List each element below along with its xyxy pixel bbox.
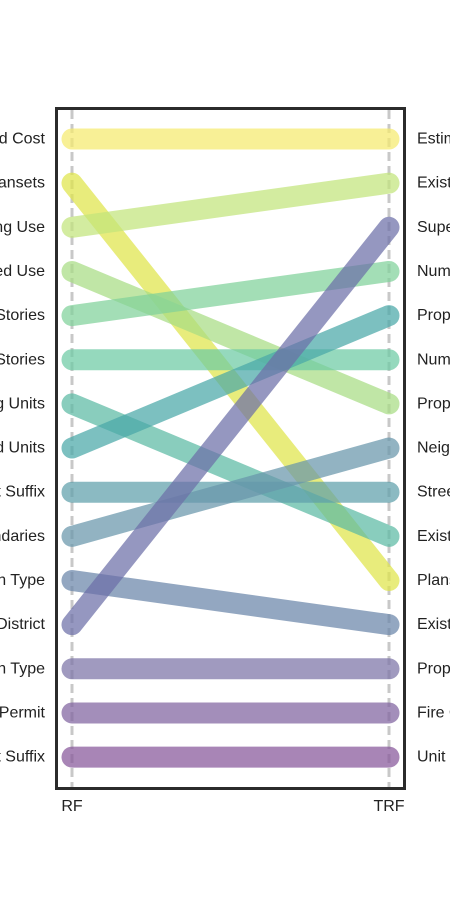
left-label-1: Estimated Cost — [0, 131, 46, 148]
right-label-2: Existing Use — [417, 175, 450, 192]
rank-line-11 — [61, 570, 400, 636]
left-label-10: Neighborhoods - Analysis Boundaries — [0, 528, 45, 545]
rank-line-10 — [61, 437, 400, 547]
left-label-5: Number of Existing Stories — [0, 307, 45, 324]
rank-line-12 — [61, 216, 400, 636]
rank-line-3 — [61, 172, 400, 238]
left-label-11: Existing Construction Type — [0, 572, 45, 589]
right-label-7: Proposed Use — [417, 395, 450, 412]
rank-line-4 — [61, 260, 400, 415]
left-label-4: Proposed Use — [0, 263, 45, 280]
right-label-5: Proposed Units — [417, 307, 450, 324]
left-label-13: Proposed Construction Type — [0, 660, 45, 677]
right-label-10: Existing Units — [417, 528, 450, 545]
right-label-8: Neighborhoods - Analysis Boundaries — [417, 440, 450, 457]
plot-frame — [55, 107, 406, 790]
left-labels: Estimated Cost Plansets Existing Use Propos… — [0, 131, 46, 766]
right-label-13: Proposed Construction Type — [417, 660, 450, 677]
right-label-11: Plansets — [417, 572, 450, 589]
rank-lines — [61, 128, 400, 768]
left-label-15: Unit Suffix — [0, 749, 45, 766]
left-label-7: Existing Units — [0, 395, 45, 412]
left-label-8: Proposed Units — [0, 440, 45, 457]
left-label-9: Street Suffix — [0, 484, 45, 501]
right-labels: Estimated Cost Existing Use Supervisor Dis… — [417, 131, 450, 766]
right-label-1: Estimated Cost — [417, 131, 450, 148]
right-label-9: Street Suffix — [417, 484, 450, 501]
left-label-6: Number of Proposed Stories — [0, 351, 45, 368]
right-label-14: Fire Only Permit — [417, 704, 450, 721]
left-label-2: Plansets — [0, 175, 45, 192]
left-label-3: Existing Use — [0, 219, 45, 236]
right-label-4: Number of Existing Stories — [417, 263, 450, 280]
left-label-12: Supervisor District — [0, 616, 46, 633]
right-label-6: Number of Proposed Stories — [417, 351, 450, 368]
trf-column-label: TRF — [373, 798, 404, 815]
right-label-15: Unit Suffix — [417, 749, 450, 766]
right-label-12: Existing Construction Type — [417, 616, 450, 633]
rf-column-label: RF — [61, 798, 83, 815]
right-label-3: Supervisor District — [417, 219, 450, 236]
rank-line-8 — [61, 305, 400, 459]
left-label-14: Site Permit — [0, 704, 46, 721]
